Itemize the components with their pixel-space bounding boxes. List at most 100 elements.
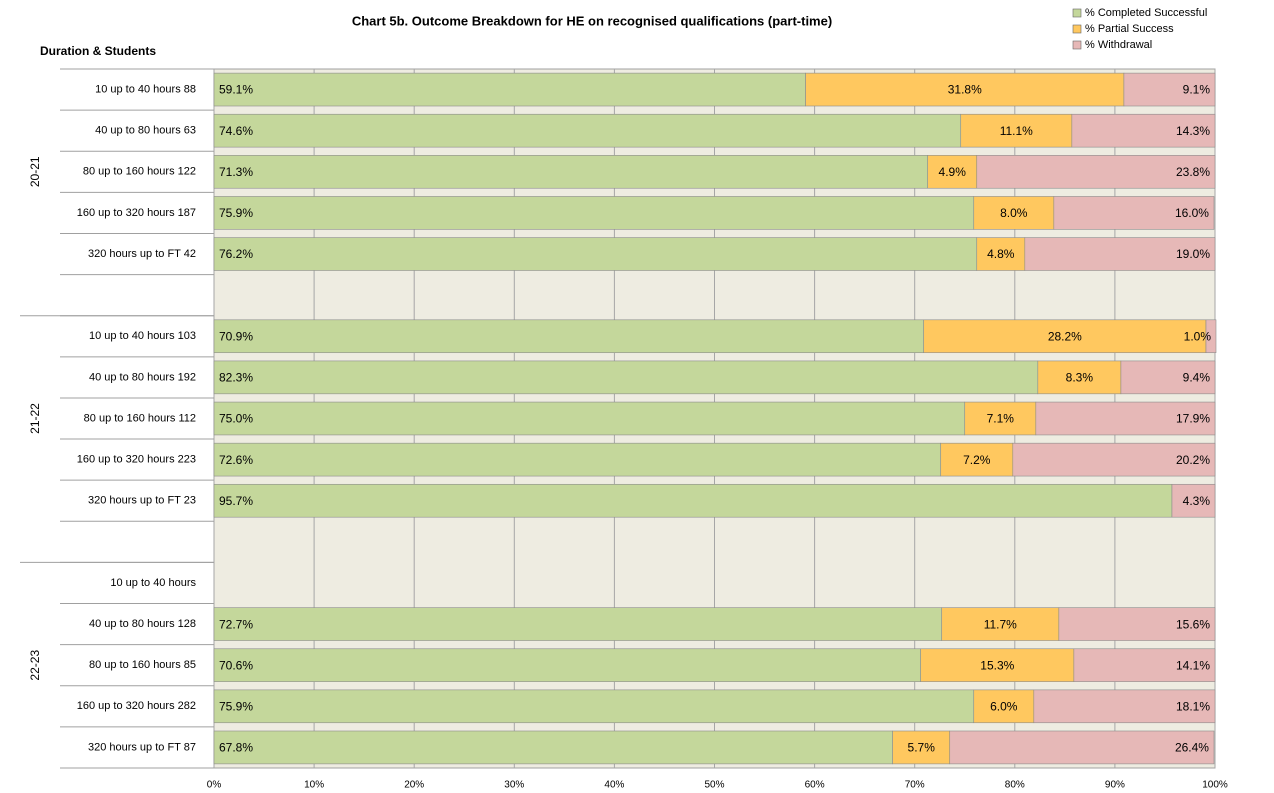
value-label: 71.3% (219, 165, 253, 179)
y-tick-label: 10 up to 40 hours 88 (95, 83, 196, 95)
x-tick-label: 30% (504, 780, 524, 791)
legend-label: % Partial Success (1085, 23, 1174, 35)
x-tick-label: 50% (704, 780, 724, 791)
legend-swatch (1072, 40, 1082, 50)
value-label: 67.8% (219, 741, 253, 755)
value-label: 26.4% (1175, 741, 1209, 755)
bar-segment (213, 113, 962, 148)
y-tick-label: 10 up to 40 hours 103 (89, 330, 196, 342)
value-label: 14.1% (1176, 658, 1210, 672)
value-label: 28.2% (1048, 329, 1082, 343)
value-label: 4.3% (1183, 494, 1211, 508)
value-label: 5.7% (908, 741, 936, 755)
value-label: 72.6% (219, 453, 253, 467)
y-tick-label: 80 up to 160 hours 122 (83, 166, 196, 178)
value-label: 15.6% (1176, 617, 1210, 631)
bar-segment (1033, 689, 1216, 724)
value-label: 23.8% (1176, 165, 1210, 179)
bar-segment (1123, 72, 1216, 107)
bar-segment (213, 196, 975, 230)
value-label: 11.7% (984, 617, 1017, 631)
x-tick-label: 10% (304, 780, 324, 791)
bar-segment (973, 689, 1035, 724)
x-tick-label: 60% (805, 780, 825, 791)
bar-segment (213, 155, 929, 189)
value-label: 8.0% (1000, 206, 1028, 220)
bar-segment (213, 360, 1039, 395)
bar-segment (927, 155, 978, 189)
bar-segment (213, 72, 806, 107)
bar-segment (1024, 237, 1216, 271)
y-tick-label: 80 up to 160 hours 85 (89, 659, 196, 671)
value-label: 6.0% (990, 699, 1018, 713)
bar-segment (213, 483, 1173, 518)
bar-segment (213, 319, 925, 354)
value-label: 16.0% (1175, 206, 1209, 220)
bar-segment (213, 401, 966, 436)
bar-segment (941, 607, 1060, 641)
value-label: 75.9% (219, 206, 253, 220)
value-label: 8.3% (1066, 371, 1094, 385)
x-tick-label: 70% (905, 780, 925, 791)
x-tick-label: 20% (404, 780, 424, 791)
y-tick-label: 160 up to 320 hours 187 (77, 207, 196, 219)
bar-segment (1037, 360, 1122, 395)
value-label: 70.9% (219, 329, 253, 343)
value-label: 75.9% (219, 699, 253, 713)
bar-segment (213, 648, 922, 682)
bar-segment (923, 319, 1207, 354)
bar-segment (1053, 196, 1215, 230)
axis-label: Duration & Students (40, 44, 156, 58)
value-label: 74.6% (219, 124, 253, 138)
bar-segment (213, 730, 893, 765)
bar-segment (1205, 319, 1217, 354)
legend-swatch (1072, 24, 1082, 34)
value-label: 95.7% (219, 494, 253, 508)
y-tick-label: 320 hours up to FT 42 (88, 248, 196, 260)
bar-segment (920, 648, 1075, 682)
group-label: 20-21 (28, 156, 42, 187)
y-tick-label: 10 up to 40 hours (110, 577, 196, 589)
y-tick-label: 80 up to 160 hours 112 (84, 412, 196, 424)
bar-segment (1073, 648, 1216, 682)
value-label: 31.8% (948, 83, 982, 97)
bar-segment (1171, 483, 1216, 518)
bar-segment (213, 237, 978, 271)
chart-title: Chart 5b. Outcome Breakdown for HE on re… (352, 13, 832, 28)
bar-segment (892, 730, 951, 765)
value-label: 82.3% (219, 371, 253, 385)
x-tick-label: 0% (207, 780, 222, 791)
y-tick-label: 320 hours up to FT 23 (88, 495, 196, 507)
value-label: 72.7% (219, 617, 253, 631)
value-label: 7.2% (963, 453, 991, 467)
legend-swatch (1072, 8, 1082, 18)
bar-segment (976, 237, 1026, 271)
bar-segment (973, 196, 1055, 230)
x-tick-label: 80% (1005, 780, 1025, 791)
y-tick-label: 40 up to 80 hours 63 (95, 125, 196, 137)
bar-segment (976, 155, 1216, 189)
value-label: 7.1% (987, 412, 1015, 426)
bar-segment (1120, 360, 1216, 395)
value-label: 20.2% (1176, 453, 1210, 467)
bar-segment (213, 607, 943, 641)
value-label: 18.1% (1176, 699, 1210, 713)
bar-segment (964, 401, 1037, 436)
bar-segment (1058, 607, 1216, 641)
bar-segment (213, 442, 942, 477)
x-tick-label: 40% (604, 780, 624, 791)
bar-segment (1012, 442, 1216, 477)
value-label: 75.0% (219, 412, 253, 426)
value-label: 4.8% (987, 247, 1015, 261)
y-tick-label: 160 up to 320 hours 282 (77, 700, 196, 712)
y-tick-label: 320 hours up to FT 87 (88, 741, 196, 753)
bar-segment (1035, 401, 1216, 436)
x-tick-label: 100% (1202, 780, 1228, 791)
bar-segment (940, 442, 1014, 477)
value-label: 15.3% (980, 658, 1014, 672)
x-tick-label: 90% (1105, 780, 1125, 791)
group-label: 22-23 (28, 650, 42, 681)
y-tick-label: 40 up to 80 hours 192 (89, 371, 196, 383)
legend-label: % Completed Successful (1085, 7, 1207, 19)
